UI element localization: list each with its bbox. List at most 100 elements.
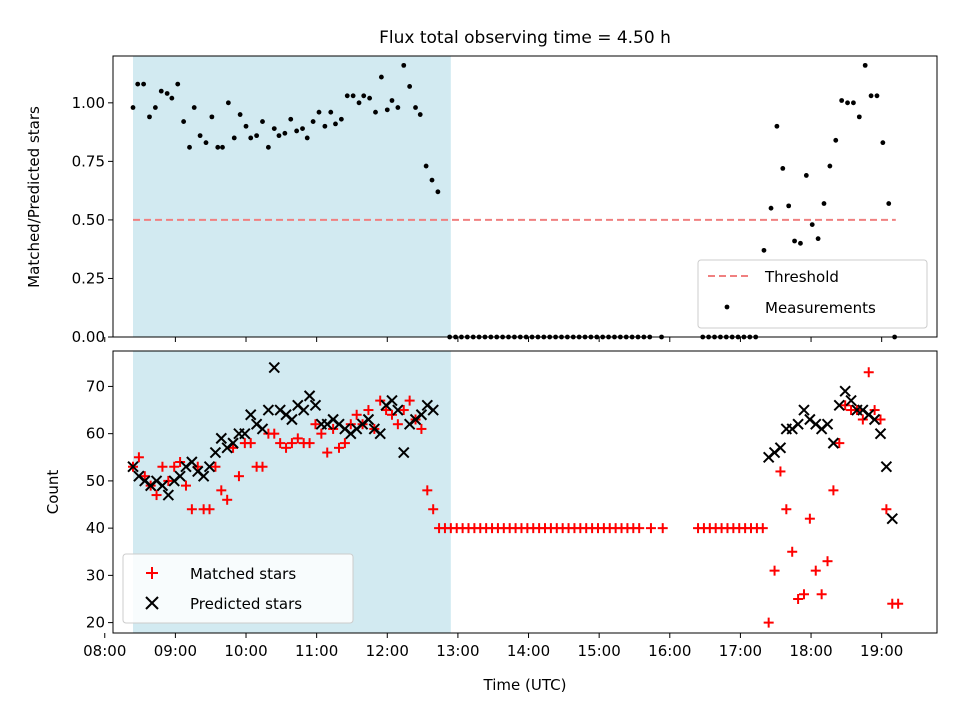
predicted-marker-b xyxy=(857,404,869,416)
matched-star-point xyxy=(881,504,892,515)
predicted-star-point xyxy=(821,418,834,430)
bottom-y-tick-label: 50 xyxy=(86,472,105,490)
predicted-marker-b xyxy=(792,418,804,430)
predicted-star-point xyxy=(268,361,280,374)
predicted-star-point xyxy=(303,390,316,402)
matched-star-point xyxy=(857,414,868,425)
measurement-point xyxy=(868,93,874,99)
predicted-star-point xyxy=(392,404,404,416)
measurement-point xyxy=(260,119,265,124)
predicted-marker-b xyxy=(133,470,145,482)
matched-star-point xyxy=(275,438,286,449)
matched-star-point xyxy=(257,461,268,472)
measurement-point xyxy=(827,163,833,169)
top-y-tick-label: 1.00 xyxy=(72,94,105,112)
predicted-star-point xyxy=(256,423,269,435)
measurement-point xyxy=(407,84,413,89)
predicted-star-point xyxy=(833,399,846,412)
matched-star-point xyxy=(428,504,439,515)
measurement-point xyxy=(304,135,310,141)
matched-star-point xyxy=(245,438,256,449)
matched-star-point xyxy=(793,593,804,604)
x-axis-label: Time (UTC) xyxy=(483,676,567,694)
measurement-point xyxy=(874,93,880,99)
measurement-point xyxy=(310,119,316,124)
measurement-point xyxy=(147,114,152,120)
measurement-point xyxy=(243,123,249,129)
predicted-marker-b xyxy=(162,489,175,501)
legend-measurements-label: Measurements xyxy=(765,299,876,317)
predicted-star-point xyxy=(386,394,398,407)
top-y-axis-label: Matched/Predicted stars xyxy=(25,106,43,288)
predicted-star-point xyxy=(374,427,386,440)
predicted-marker-b xyxy=(274,404,286,416)
predicted-marker-b xyxy=(374,427,386,440)
matched-star-point xyxy=(375,395,386,406)
predicted-marker-b xyxy=(339,423,351,435)
legend-threshold-label: Threshold xyxy=(764,268,839,286)
matched-star-point xyxy=(834,438,845,449)
predicted-marker-b xyxy=(845,394,857,407)
x-tick-label: 18:00 xyxy=(789,642,832,660)
predicted-star-point xyxy=(297,404,310,416)
predicted-marker-b xyxy=(245,409,257,421)
measurement-point xyxy=(248,135,254,141)
matched-star-point xyxy=(634,523,645,534)
measurement-point xyxy=(435,189,441,195)
measurement-point xyxy=(395,105,401,110)
bottom-y-tick-label: 40 xyxy=(86,519,105,537)
measurement-point xyxy=(265,144,271,150)
predicted-star-point xyxy=(197,470,210,482)
measurement-point xyxy=(429,177,435,183)
measurement-point xyxy=(158,88,164,94)
x-tick-label: 11:00 xyxy=(295,642,338,660)
bottom-y-tick-label: 30 xyxy=(86,566,105,584)
matched-star-point xyxy=(810,565,821,576)
matched-star-point xyxy=(769,565,780,576)
chart-title: Flux total observing time = 4.50 h xyxy=(379,28,671,48)
predicted-marker-b xyxy=(821,418,834,430)
legend-matched-label: Matched stars xyxy=(190,565,296,583)
measurement-point xyxy=(786,203,792,209)
measurement-point xyxy=(845,100,850,106)
top-y-tick-label: 0.75 xyxy=(72,152,105,170)
measurement-point xyxy=(389,98,395,103)
matched-star-point xyxy=(787,546,798,557)
matched-star-point xyxy=(210,461,221,472)
measurement-point xyxy=(276,133,282,139)
matched-star-point xyxy=(893,598,904,609)
predicted-marker-b xyxy=(150,475,163,487)
predicted-marker-b xyxy=(362,413,375,426)
legend-matched-swatch xyxy=(146,567,158,579)
predicted-marker-b xyxy=(139,475,151,487)
predicted-marker-b xyxy=(398,446,410,459)
predicted-star-point xyxy=(845,394,857,407)
predicted-marker-b xyxy=(810,418,822,430)
measurement-point xyxy=(282,130,288,136)
predicted-star-point xyxy=(156,479,169,492)
measurement-point xyxy=(761,247,767,253)
top-y-tick-label: 0.50 xyxy=(72,211,105,229)
measurement-point xyxy=(401,62,407,68)
x-tick-label: 16:00 xyxy=(648,642,691,660)
measurement-point xyxy=(197,133,203,139)
x-tick-label: 09:00 xyxy=(154,642,197,660)
legend-measurements-swatch xyxy=(724,304,730,310)
measurement-point xyxy=(378,74,384,80)
predicted-star-point xyxy=(398,446,410,459)
measurement-point xyxy=(130,105,136,110)
predicted-marker-b xyxy=(886,512,898,525)
predicted-marker-b xyxy=(774,442,787,454)
predicted-marker-b xyxy=(156,479,169,492)
predicted-marker-b xyxy=(174,470,186,482)
predicted-marker-b xyxy=(327,413,339,426)
x-tick-label: 08:00 xyxy=(83,642,126,660)
predicted-marker-b xyxy=(197,470,210,482)
measurement-point xyxy=(792,238,797,244)
predicted-star-point xyxy=(839,385,851,397)
matched-star-point xyxy=(804,513,815,524)
predicted-star-point xyxy=(203,461,216,473)
bottom-y-tick-label: 60 xyxy=(86,425,105,443)
predicted-star-point xyxy=(886,512,898,525)
predicted-star-point xyxy=(362,413,375,426)
